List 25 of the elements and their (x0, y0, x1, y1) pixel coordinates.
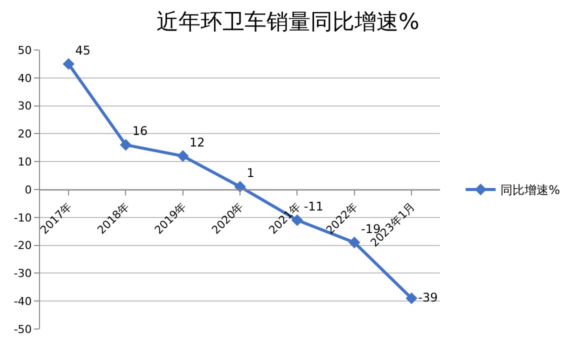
chart-title: 近年环卫车销量同比增速% (156, 10, 420, 36)
y-tick-label: 10 (18, 155, 32, 168)
point (406, 292, 418, 304)
data-label: 45 (75, 43, 90, 58)
y-tick-label: 20 (18, 128, 32, 141)
data-label: -11 (304, 200, 324, 214)
point (234, 180, 246, 193)
y-tick-label: 0 (24, 183, 32, 196)
data-label: 16 (132, 124, 148, 138)
y-tick-label: 40 (18, 72, 32, 85)
y-tick-label: 50 (18, 44, 32, 57)
y-tick-label: -40 (14, 294, 32, 308)
point (62, 58, 74, 70)
legend-label: 同比增速% (500, 183, 560, 198)
data-label: 12 (190, 135, 205, 150)
y-tick-label: 30 (18, 100, 32, 113)
data-label: 1 (246, 166, 254, 180)
point (348, 236, 360, 248)
y-tick-label: -10 (14, 211, 32, 224)
point (120, 139, 132, 151)
y-tick-label: -50 (14, 322, 32, 336)
point (177, 150, 189, 162)
y-tick-label: -30 (14, 267, 32, 280)
y-tick-label: -20 (14, 239, 32, 252)
data-label: -39 (418, 290, 438, 304)
